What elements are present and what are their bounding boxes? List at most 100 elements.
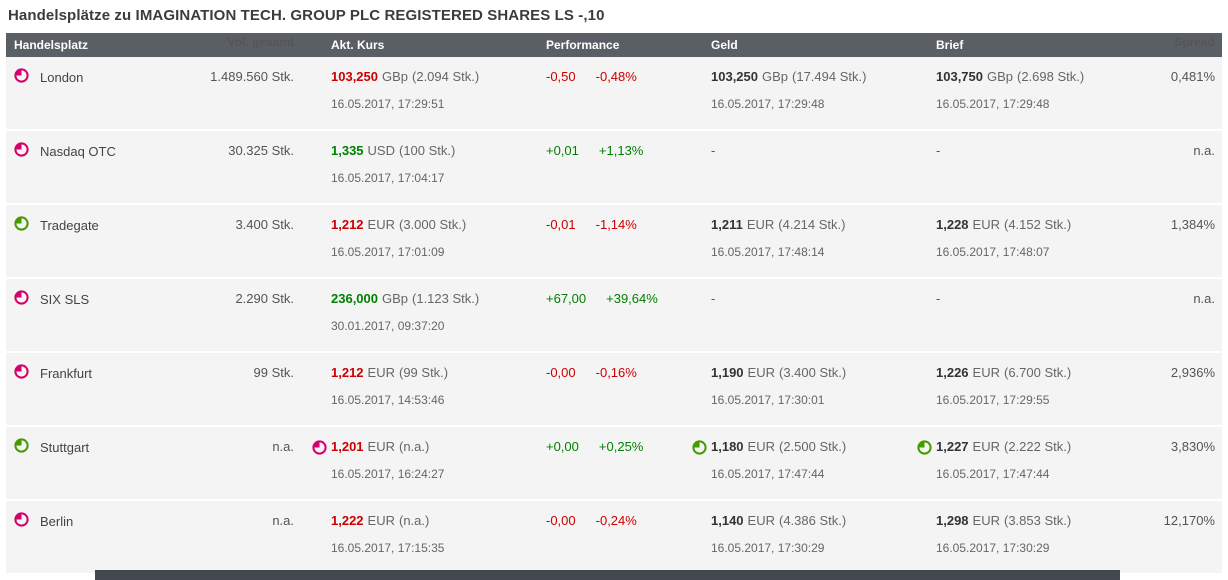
venue-name[interactable]: Frankfurt (40, 366, 93, 381)
performance-cell: -0,00 -0,16% (521, 364, 686, 425)
bid-price: - (711, 143, 716, 158)
ask-quantity: (6.700 Stk.) (1004, 365, 1072, 380)
header-bid: Geld (711, 38, 738, 52)
spread-cell: 12,170% (1163, 513, 1215, 528)
ask-timestamp: 16.05.2017, 17:29:48 (936, 97, 1050, 111)
price-timestamp: 16.05.2017, 17:29:51 (331, 97, 445, 111)
price-quantity: (1.123 Stk.) (412, 291, 480, 306)
bid-price: 1,211 (711, 217, 743, 232)
bid-price: 103,250 (711, 69, 758, 84)
price-currency: EUR (367, 439, 395, 454)
ask-currency: GBp (987, 69, 1014, 84)
table-header-row: Handelsplatz Vol. gesamt Akt. Kurs Perfo… (6, 33, 1222, 57)
bid-clock-icon (692, 439, 707, 455)
ask-cell: - (911, 290, 1146, 351)
ask-cell: - (911, 142, 1146, 203)
venue-cell: Berlin (6, 512, 200, 573)
ask-cell: 1,228 EUR (4.152 Stk.) 16.05.2017, 17:48… (911, 216, 1146, 277)
price-timestamp: 30.01.2017, 09:37:20 (331, 319, 445, 333)
performance-percent: +0,25% (598, 439, 644, 454)
venue-clock-icon (14, 512, 29, 527)
performance-percent: -0,24% (595, 513, 637, 528)
bid-currency: EUR (746, 217, 775, 232)
price-cell: 1,201 EUR (n.a.) 16.05.2017, 16:24:27 (306, 438, 521, 499)
venue-cell: SIX SLS (6, 290, 200, 351)
bid-price: 1,140 (711, 513, 744, 528)
venue-name[interactable]: Tradegate (40, 218, 99, 233)
ask-price: 1,298 (936, 513, 969, 528)
ask-cell: 103,750 GBp (2.698 Stk.) 16.05.2017, 17:… (911, 68, 1146, 129)
price-quantity: (2.094 Stk.) (412, 69, 480, 84)
price-cell: 1,222 EUR (n.a.) 16.05.2017, 17:15:35 (306, 512, 521, 573)
bid-currency: EUR (747, 513, 775, 528)
ask-timestamp: 16.05.2017, 17:29:55 (936, 393, 1050, 407)
spread-cell: 3,830% (1170, 439, 1215, 454)
ask-cell: 1,227 EUR (2.222 Stk.) 16.05.2017, 17:47… (911, 438, 1146, 499)
table-row: London 1.489.560 Stk. 103,250 GBp (2.094… (6, 57, 1222, 131)
header-venue: Handelsplatz (14, 38, 89, 52)
table-body: London 1.489.560 Stk. 103,250 GBp (2.094… (6, 57, 1222, 575)
venue-clock-icon (14, 216, 29, 231)
spread-cell: 2,936% (1170, 365, 1215, 380)
venue-name[interactable]: Berlin (40, 514, 74, 529)
spread-cell: n.a. (1193, 143, 1215, 158)
venue-name[interactable]: Stuttgart (40, 440, 90, 455)
performance-cell: +67,00 +39,64% (521, 290, 686, 351)
current-price: 103,250 (331, 69, 378, 84)
bid-cell: 103,250 GBp (17.494 Stk.) 16.05.2017, 17… (686, 68, 911, 129)
price-quantity: (99 Stk.) (399, 365, 449, 380)
price-timestamp: 16.05.2017, 17:04:17 (331, 171, 445, 185)
bottom-partial-bar (95, 570, 1120, 580)
venue-name[interactable]: London (40, 70, 84, 85)
volume-cell: n.a. (272, 513, 294, 528)
bid-cell: - (686, 290, 911, 351)
price-cell: 103,250 GBp (2.094 Stk.) 16.05.2017, 17:… (306, 68, 521, 129)
current-price: 1,335 (331, 143, 364, 158)
venue-name[interactable]: SIX SLS (40, 292, 90, 307)
venue-name[interactable]: Nasdaq OTC (40, 144, 116, 159)
bid-price: 1,190 (711, 365, 744, 380)
ask-currency: EUR (972, 365, 1000, 380)
bid-quantity: (4.214 Stk.) (778, 217, 846, 232)
price-cell: 1,212 EUR (3.000 Stk.) 16.05.2017, 17:01… (306, 216, 521, 277)
bid-timestamp: 16.05.2017, 17:29:48 (711, 97, 825, 111)
performance-absolute: -0,01 (546, 217, 576, 232)
venue-cell: London (6, 68, 200, 129)
venue-clock-icon (14, 290, 29, 305)
table-row: Frankfurt 99 Stk. 1,212 EUR (99 Stk.) 16… (6, 353, 1222, 427)
performance-absolute: -0,00 (546, 513, 576, 528)
price-cell: 236,000 GBp (1.123 Stk.) 30.01.2017, 09:… (306, 290, 521, 351)
ask-price: - (936, 143, 941, 158)
current-price: 1,222 (331, 513, 364, 528)
performance-percent: -0,48% (595, 69, 637, 84)
bid-cell: 1,190 EUR (3.400 Stk.) 16.05.2017, 17:30… (686, 364, 911, 425)
ask-quantity: (2.698 Stk.) (1017, 69, 1085, 84)
volume-cell: n.a. (272, 439, 294, 454)
current-price: 1,212 (331, 217, 364, 232)
bid-timestamp: 16.05.2017, 17:30:01 (711, 393, 825, 407)
bid-cell: 1,211 EUR (4.214 Stk.) 16.05.2017, 17:48… (686, 216, 911, 277)
table-row: Tradegate 3.400 Stk. 1,212 EUR (3.000 St… (6, 205, 1222, 279)
venue-clock-icon (14, 364, 29, 379)
price-quantity: (100 Stk.) (399, 143, 456, 158)
price-currency: EUR (367, 217, 395, 232)
price-timestamp: 16.05.2017, 17:01:09 (331, 245, 445, 259)
volume-cell: 30.325 Stk. (228, 143, 294, 158)
bid-currency: EUR (747, 365, 775, 380)
price-quantity: (n.a.) (399, 439, 430, 454)
performance-absolute: -0,00 (546, 365, 576, 380)
performance-cell: -0,00 -0,24% (521, 512, 686, 573)
performance-absolute: +0,01 (546, 143, 579, 158)
ask-cell: 1,298 EUR (3.853 Stk.) 16.05.2017, 17:30… (911, 512, 1146, 573)
ask-price: 1,227 (936, 439, 969, 454)
ask-timestamp: 16.05.2017, 17:47:44 (936, 467, 1050, 481)
bid-price: - (711, 291, 716, 306)
venues-table: Handelsplatz Vol. gesamt Akt. Kurs Perfo… (6, 33, 1222, 575)
price-currency: GBp (382, 69, 409, 84)
bid-price: 1,180 (711, 439, 744, 454)
performance-percent: -0,16% (595, 365, 637, 380)
price-quantity: (n.a.) (399, 513, 430, 528)
price-quantity: (3.000 Stk.) (399, 217, 467, 232)
table-row: SIX SLS 2.290 Stk. 236,000 GBp (1.123 St… (6, 279, 1222, 353)
